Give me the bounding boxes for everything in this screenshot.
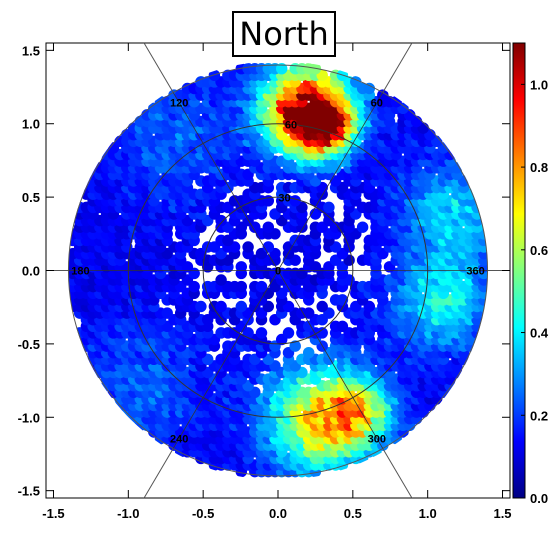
spoke-line <box>277 92 384 271</box>
spoke-label: 120 <box>170 98 188 110</box>
polar-grid: 360 60 120 180 240 300 30 60 0 <box>46 42 510 499</box>
y-tick-label: 0.5 <box>22 190 40 205</box>
spoke-label: 240 <box>170 433 188 445</box>
colorbar-tick-label: 0.8 <box>530 160 548 175</box>
x-tick-label: 0.0 <box>269 506 287 521</box>
center-label: 0 <box>275 266 281 278</box>
circle-label: 30 <box>278 192 290 204</box>
spoke-line <box>277 270 384 449</box>
y-tick-label: -0.5 <box>18 337 40 352</box>
y-tick-label: 0.0 <box>22 264 40 279</box>
x-tick-label: -0.5 <box>192 506 214 521</box>
spoke-extension <box>382 42 413 93</box>
x-tick-label: 1.0 <box>419 506 437 521</box>
colorbar-tick-label: 0.0 <box>530 491 548 506</box>
colorbar-scale <box>512 42 526 499</box>
spoke-extension <box>382 448 413 499</box>
spoke-label: 300 <box>368 433 386 445</box>
y-tick-label: -1.5 <box>18 484 40 499</box>
x-tick-label: -1.5 <box>42 506 64 521</box>
colorbar: 0.0 0.2 0.4 0.6 0.8 1.0 <box>512 42 549 506</box>
colorbar-tick-label: 1.0 <box>530 77 548 92</box>
intensity-heatmap <box>68 62 488 478</box>
spoke-label: 60 <box>371 98 383 110</box>
spoke-label: 180 <box>71 266 89 278</box>
y-tick-label: 1.5 <box>22 43 40 58</box>
x-tick-label: 0.5 <box>344 506 362 521</box>
y-tick-label: -1.0 <box>18 410 40 425</box>
colorbar-tick-label: 0.4 <box>530 326 549 341</box>
colorbar-tick-label: 0.6 <box>530 243 548 258</box>
spoke-label: 360 <box>466 266 484 278</box>
chart-title: North <box>232 11 336 57</box>
x-tick-label: 1.5 <box>493 506 511 521</box>
spoke-extension <box>143 448 174 499</box>
axes: -1.5 -1.0 -0.5 0.0 0.5 1.0 1.5 -1.5 -1.0 -0.5 0.0 0… <box>18 43 512 521</box>
circle-label: 60 <box>285 119 297 131</box>
y-tick-label: 1.0 <box>22 117 40 132</box>
spoke-extension <box>143 42 174 93</box>
spoke-line <box>172 270 279 449</box>
spoke-line <box>172 92 279 271</box>
x-tick-label: -1.0 <box>117 506 139 521</box>
colorbar-tick-label: 0.2 <box>530 408 548 423</box>
